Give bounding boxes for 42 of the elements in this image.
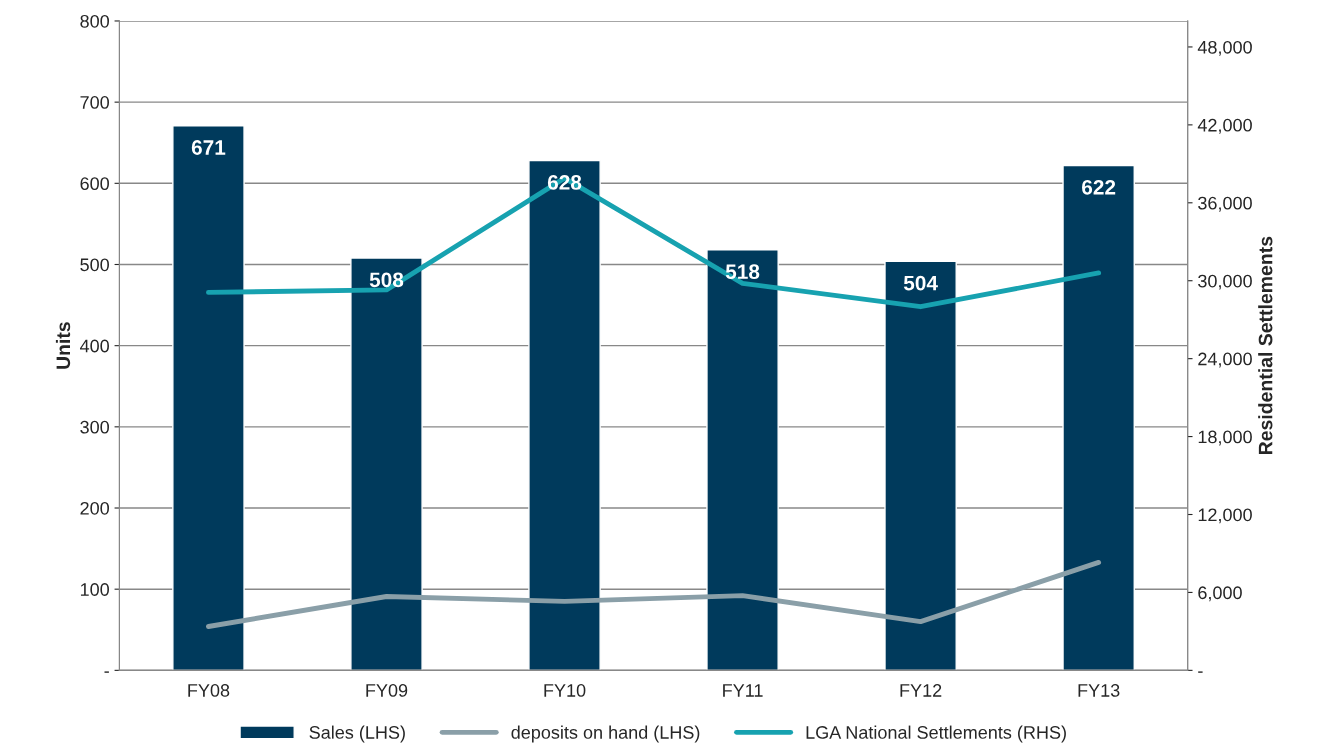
y-axis-title: Units — [55, 322, 71, 369]
y2-tick-label: 12,000 — [1198, 508, 1252, 524]
y2-tick-label: 48,000 — [1197, 40, 1252, 56]
y-tick-label: 600 — [80, 177, 109, 191]
y-tick-label: 700 — [80, 96, 109, 109]
data-label: 671 — [191, 140, 226, 155]
y-tick-label: 300 — [80, 420, 109, 434]
y-tick-label: 200 — [80, 501, 109, 515]
data-label: 504 — [903, 275, 938, 291]
y2-tick-label: - — [1198, 671, 1203, 673]
legend-label: LGA National Settlements (RHS) — [806, 725, 1066, 743]
bar — [884, 260, 957, 671]
bar — [172, 124, 245, 671]
bar — [706, 249, 779, 671]
legend-label: Sales (LHS) — [309, 725, 405, 743]
y-tick-label: - — [104, 671, 109, 673]
x-tick-label: FY09 — [366, 684, 408, 697]
x-tick-label: FY10 — [544, 684, 586, 697]
line-series — [206, 559, 1102, 629]
y-tick-label: 500 — [80, 258, 109, 272]
y2-tick-label: 30,000 — [1198, 274, 1252, 290]
data-label: 622 — [1082, 179, 1116, 195]
y2-tick-label: 18,000 — [1198, 430, 1252, 446]
data-label: 508 — [369, 272, 404, 288]
x-tick-label: FY12 — [900, 684, 942, 697]
y2-tick-label: 42,000 — [1197, 118, 1252, 134]
y2-tick-label: 36,000 — [1198, 196, 1252, 212]
data-label: 628 — [547, 175, 582, 190]
y-tick-label: 400 — [80, 339, 109, 353]
y2-tick-label: 24,000 — [1198, 352, 1252, 368]
y2-axis-title: Residential Settlements — [1258, 236, 1273, 455]
x-tick-label: FY11 — [723, 684, 763, 697]
bar — [350, 257, 423, 671]
legend-label: deposits on hand (LHS) — [511, 725, 700, 743]
x-tick-label: FY08 — [188, 684, 230, 697]
y-tick-label: 100 — [80, 583, 109, 596]
data-label: 518 — [725, 264, 760, 280]
y2-tick-label: 6,000 — [1198, 586, 1242, 602]
bar — [1062, 164, 1135, 671]
x-tick-label: FY13 — [1078, 684, 1120, 697]
bar — [528, 159, 601, 671]
y-tick-label: 800 — [80, 14, 109, 28]
